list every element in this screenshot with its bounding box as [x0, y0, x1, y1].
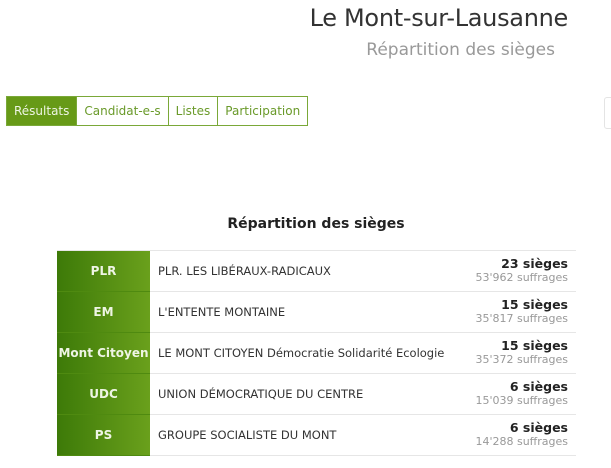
- votes-count: 35'372 suffrages: [475, 353, 568, 366]
- party-name: L'ENTENTE MONTAINE: [158, 305, 286, 319]
- party-result: 6 sièges 15'039 suffrages: [475, 374, 576, 414]
- party-abbr: PLR: [57, 251, 150, 292]
- seats-table: PLR PLR. LES LIBÉRAUX-RADICAUX 23 sièges…: [57, 250, 576, 456]
- seats-count: 15 sièges: [501, 297, 568, 312]
- party-name: PLR. LES LIBÉRAUX-RADICAUX: [158, 264, 331, 278]
- seats-count: 15 sièges: [501, 338, 568, 353]
- party-name: UNION DÉMOCRATIQUE DU CENTRE: [158, 387, 364, 401]
- party-abbr: UDC: [57, 374, 150, 415]
- page-subtitle: Répartition des sièges: [366, 40, 555, 60]
- party-abbr: EM: [57, 292, 150, 333]
- votes-count: 53'962 suffrages: [475, 271, 568, 284]
- table-row[interactable]: UDC UNION DÉMOCRATIQUE DU CENTRE 6 siège…: [57, 374, 576, 415]
- votes-count: 15'039 suffrages: [475, 394, 568, 407]
- table-row[interactable]: EM L'ENTENTE MONTAINE 15 sièges 35'817 su…: [57, 292, 576, 333]
- votes-count: 35'817 suffrages: [475, 312, 568, 325]
- tab-candidats[interactable]: Candidat-e-s: [76, 97, 168, 125]
- table-row[interactable]: PLR PLR. LES LIBÉRAUX-RADICAUX 23 sièges…: [57, 251, 576, 292]
- page-title: Le Mont-sur-Lausanne: [309, 4, 569, 32]
- table-row[interactable]: Mont Citoyen LE MONT CITOYEN Démocratie …: [57, 333, 576, 374]
- seats-count: 6 sièges: [509, 420, 568, 435]
- party-result: 23 sièges 53'962 suffrages: [475, 251, 576, 291]
- party-abbr: Mont Citoyen: [57, 333, 150, 374]
- seats-count: 23 sièges: [501, 256, 568, 271]
- party-abbr: PS: [57, 415, 150, 456]
- party-result: 15 sièges 35'372 suffrages: [475, 333, 576, 373]
- table-row[interactable]: PS GROUPE SOCIALISTE DU MONT 6 sièges 14'…: [57, 415, 576, 456]
- votes-count: 14'288 suffrages: [475, 435, 568, 448]
- tab-listes[interactable]: Listes: [167, 97, 218, 125]
- tab-resultats[interactable]: Résultats: [7, 97, 77, 125]
- section-title: Répartition des sièges: [227, 216, 405, 232]
- party-name: LE MONT CITOYEN Démocratie Solidarité Ec…: [158, 346, 445, 360]
- party-name: GROUPE SOCIALISTE DU MONT: [158, 428, 337, 442]
- seats-count: 6 sièges: [509, 379, 568, 394]
- party-result: 6 sièges 14'288 suffrages: [475, 415, 576, 455]
- side-panel-edge[interactable]: [604, 97, 611, 129]
- tab-participation[interactable]: Participation: [217, 97, 308, 125]
- party-result: 15 sièges 35'817 suffrages: [475, 292, 576, 332]
- tab-bar: Résultats Candidat-e-s Listes Participat…: [6, 96, 309, 126]
